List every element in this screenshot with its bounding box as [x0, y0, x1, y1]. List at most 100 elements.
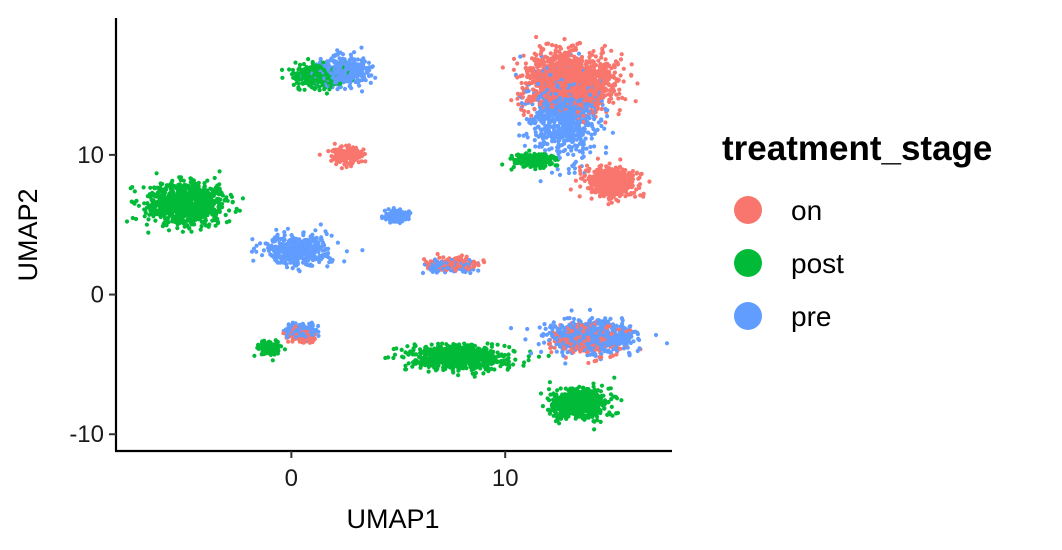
point-on [633, 194, 638, 199]
point-pre [567, 316, 572, 321]
point-on [441, 255, 446, 260]
point-pre [259, 253, 265, 258]
point-on [638, 172, 643, 177]
point-on [621, 79, 626, 84]
point-pre [293, 321, 298, 326]
point-on [591, 49, 596, 54]
point-post [224, 220, 229, 225]
point-on [578, 171, 583, 176]
point-post [444, 342, 449, 347]
point-on [530, 66, 536, 71]
point-post [481, 371, 486, 376]
point-on [556, 49, 562, 54]
point-on [326, 149, 331, 154]
point-on [511, 56, 517, 62]
point-on [618, 157, 623, 162]
point-on [584, 163, 590, 168]
point-post [555, 388, 560, 393]
point-on [609, 200, 614, 205]
point-on [500, 65, 505, 70]
point-pre [254, 243, 259, 248]
point-post [606, 386, 611, 391]
point-on [616, 112, 621, 117]
point-on [596, 58, 601, 63]
point-on [329, 154, 334, 159]
point-post [252, 353, 257, 358]
point-pre [318, 56, 323, 62]
point-on [521, 53, 526, 58]
point-pre [571, 316, 577, 322]
point-pre [542, 322, 547, 327]
point-post [602, 406, 607, 411]
point-on [612, 70, 617, 75]
point-pre [589, 136, 594, 141]
point-on [633, 99, 638, 104]
point-pre [313, 228, 318, 233]
point-post [456, 373, 461, 378]
point-pre [563, 361, 568, 366]
point-on [618, 57, 624, 62]
point-post [418, 365, 423, 370]
point-on [607, 83, 612, 88]
point-post [294, 80, 300, 85]
point-post [470, 371, 475, 376]
point-post [526, 354, 531, 359]
point-pre [316, 333, 321, 338]
point-on [359, 159, 364, 164]
point-on [523, 61, 529, 66]
point-post [598, 419, 603, 424]
point-on [435, 251, 440, 257]
point-pre [592, 117, 597, 122]
point-on [603, 120, 608, 125]
point-pre [363, 78, 368, 83]
point-post [144, 222, 149, 227]
point-on [618, 73, 623, 78]
point-post [213, 198, 218, 203]
point-pre [561, 353, 566, 358]
point-post [429, 342, 434, 347]
point-pre [322, 248, 327, 253]
point-pre [551, 320, 556, 325]
point-on [636, 183, 641, 188]
point-on [533, 62, 539, 67]
point-pre [565, 152, 571, 157]
scatter-points [124, 34, 670, 432]
point-post [213, 223, 218, 228]
point-post [175, 226, 180, 231]
point-pre [604, 145, 609, 150]
point-on [521, 112, 526, 117]
point-pre [289, 233, 294, 238]
point-on [549, 350, 554, 355]
point-on [464, 254, 469, 259]
point-on [612, 81, 617, 86]
point-pre [290, 266, 295, 271]
point-pre [550, 326, 555, 331]
point-pre [549, 170, 555, 175]
point-pre [631, 339, 636, 344]
point-post [180, 229, 185, 234]
point-on [329, 158, 334, 163]
point-post [506, 352, 511, 357]
point-post [310, 59, 315, 65]
point-post [440, 341, 445, 346]
point-post [220, 205, 225, 210]
point-pre [359, 89, 365, 94]
point-on [578, 168, 583, 173]
point-pre [251, 246, 257, 251]
point-pre [386, 207, 391, 212]
point-post [147, 212, 152, 217]
point-pre [524, 131, 529, 136]
point-pre [524, 117, 529, 122]
point-post [399, 347, 404, 352]
point-pre [569, 308, 574, 313]
point-post [609, 404, 614, 409]
point-pre [335, 240, 340, 245]
point-post [403, 363, 408, 368]
point-pre [282, 233, 287, 238]
point-pre [368, 80, 373, 85]
point-post [240, 196, 245, 201]
point-pre [602, 126, 607, 131]
point-post [188, 176, 193, 181]
point-post [472, 374, 477, 379]
point-post [291, 82, 296, 87]
